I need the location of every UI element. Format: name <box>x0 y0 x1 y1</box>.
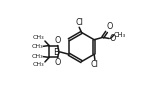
Text: Cl: Cl <box>75 18 83 27</box>
Text: Cl: Cl <box>91 60 99 69</box>
Text: B: B <box>53 48 59 57</box>
Text: CH₃: CH₃ <box>31 44 43 49</box>
Text: O: O <box>55 58 61 67</box>
Text: CH₃: CH₃ <box>31 54 43 59</box>
Text: O: O <box>110 34 116 43</box>
Text: O: O <box>55 36 61 45</box>
Text: CH₃: CH₃ <box>114 32 126 38</box>
Text: O: O <box>107 22 113 31</box>
Text: CH₃: CH₃ <box>33 35 45 40</box>
Text: CH₃: CH₃ <box>33 62 45 67</box>
